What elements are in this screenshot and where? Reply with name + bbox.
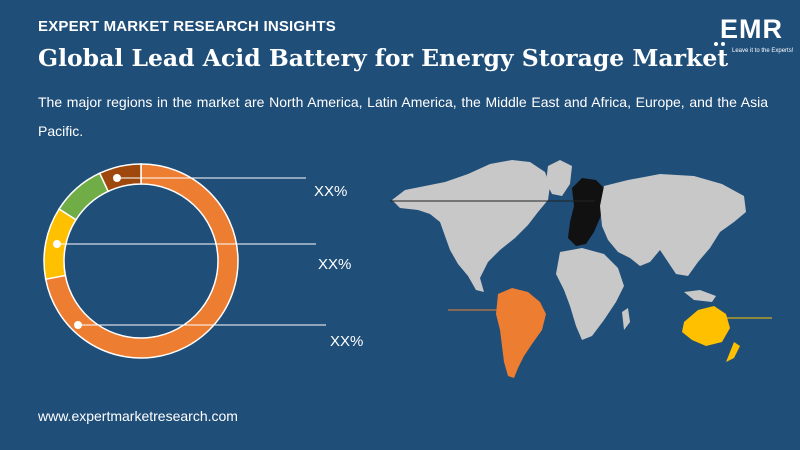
donut-slice-3 <box>58 172 110 221</box>
insights-label: EXPERT MARKET RESEARCH INSIGHTS <box>38 18 336 35</box>
emr-logo: EMR Leave it to the Experts! <box>712 14 794 60</box>
map-africa <box>556 248 624 340</box>
map-indonesia <box>684 290 716 302</box>
donut-chart <box>43 163 239 359</box>
market-description: The major regions in the market are Nort… <box>38 94 768 139</box>
logo-dot-icon <box>721 42 725 46</box>
callout-label-3: XX% <box>330 333 364 350</box>
logo-tagline: Leave it to the Experts! <box>732 48 794 54</box>
callout-dot <box>53 240 61 248</box>
map-europe <box>568 178 606 246</box>
donut-slice-1 <box>44 163 239 359</box>
logo-dot-icon <box>714 42 718 46</box>
footer-url[interactable]: www.expertmarketresearch.com <box>38 408 238 424</box>
map-north-america <box>392 160 550 292</box>
map-madagascar <box>622 308 630 330</box>
callout-label-1: XX% <box>314 183 348 200</box>
map-australia <box>682 306 730 346</box>
map-greenland <box>546 160 572 196</box>
callout-dot <box>74 321 82 329</box>
donut-callout-lines <box>53 174 326 329</box>
page-title: Global Lead Acid Battery for Energy Stor… <box>38 44 729 72</box>
callout-label-2: XX% <box>318 256 352 273</box>
map-new-zealand <box>726 342 740 362</box>
callout-dot <box>113 174 121 182</box>
logo-text: EMR <box>720 14 783 44</box>
map-latin-america <box>496 288 546 378</box>
map-asia <box>600 174 746 276</box>
world-map <box>390 160 772 378</box>
